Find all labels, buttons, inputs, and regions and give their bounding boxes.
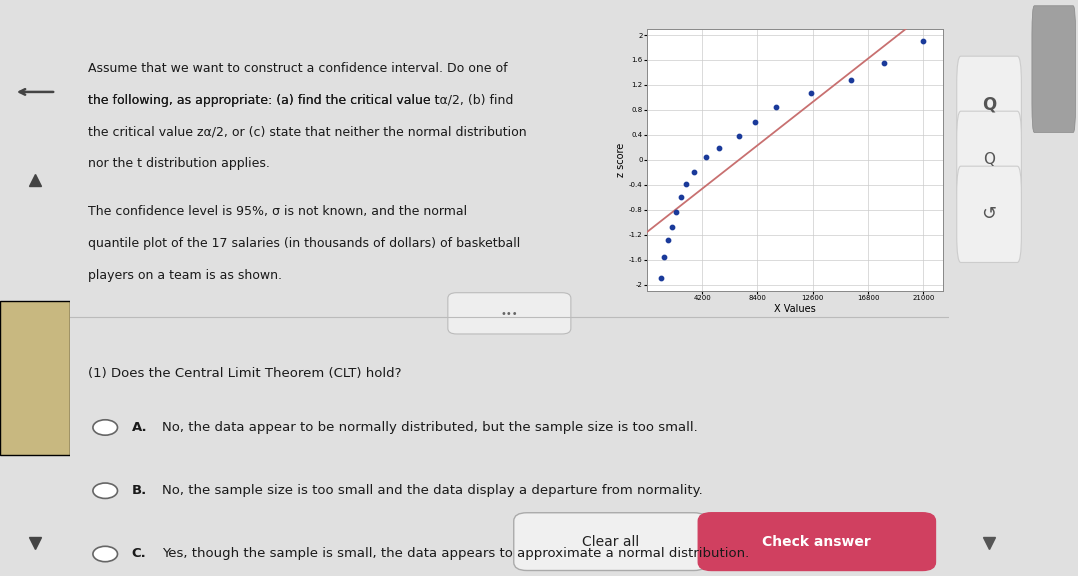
- Text: the critical value zα/2, or (c) state that neither the normal distribution: the critical value zα/2, or (c) state th…: [87, 126, 526, 138]
- Text: quantile plot of the 17 salaries (in thousands of dollars) of basketball: quantile plot of the 17 salaries (in tho…: [87, 237, 520, 250]
- Text: A.: A.: [132, 421, 148, 434]
- Text: the following, as appropriate: (a) find the critical value t: the following, as appropriate: (a) find …: [87, 93, 439, 107]
- Circle shape: [93, 546, 118, 562]
- Text: Check answer: Check answer: [762, 535, 871, 548]
- Point: [915, 37, 932, 46]
- X-axis label: X Values: X Values: [774, 304, 816, 314]
- Point: [663, 222, 680, 231]
- Text: B.: B.: [132, 484, 147, 497]
- Text: No, the sample size is too small and the data display a departure from normality: No, the sample size is too small and the…: [163, 484, 703, 497]
- FancyBboxPatch shape: [447, 293, 571, 334]
- Point: [686, 167, 703, 176]
- Point: [660, 235, 677, 244]
- Point: [697, 152, 715, 161]
- Text: The confidence level is 95%, σ is not known, and the normal: The confidence level is 95%, σ is not kn…: [87, 205, 467, 218]
- Circle shape: [93, 420, 118, 435]
- Point: [652, 274, 669, 283]
- Point: [803, 89, 820, 98]
- Point: [655, 252, 673, 261]
- Point: [731, 131, 748, 141]
- Text: Q: Q: [983, 151, 995, 166]
- Point: [673, 193, 690, 202]
- Text: Q: Q: [982, 95, 996, 113]
- FancyBboxPatch shape: [514, 513, 707, 570]
- Text: C.: C.: [132, 548, 147, 560]
- Point: [710, 143, 728, 153]
- FancyBboxPatch shape: [957, 166, 1022, 263]
- Y-axis label: z score: z score: [617, 143, 626, 177]
- Text: nor the t distribution applies.: nor the t distribution applies.: [87, 157, 270, 170]
- Point: [746, 118, 763, 127]
- Text: Clear all: Clear all: [582, 535, 639, 548]
- Text: •••: •••: [500, 309, 519, 319]
- FancyBboxPatch shape: [0, 301, 70, 455]
- Point: [768, 103, 785, 112]
- Circle shape: [93, 483, 118, 498]
- FancyBboxPatch shape: [957, 56, 1022, 153]
- Point: [667, 208, 685, 217]
- Text: No, the data appear to be normally distributed, but the sample size is too small: No, the data appear to be normally distr…: [163, 421, 699, 434]
- Text: players on a team is as shown.: players on a team is as shown.: [87, 269, 281, 282]
- Point: [875, 59, 893, 68]
- Text: Yes, though the sample is small, the data appears to approximate a normal distri: Yes, though the sample is small, the dat…: [163, 548, 749, 560]
- Text: Assume that we want to construct a confidence interval. Do one of: Assume that we want to construct a confi…: [87, 62, 508, 75]
- FancyBboxPatch shape: [957, 111, 1022, 207]
- Point: [678, 179, 695, 188]
- Text: ↺: ↺: [981, 205, 997, 223]
- Text: (1) Does the Central Limit Theorem (CLT) hold?: (1) Does the Central Limit Theorem (CLT)…: [87, 367, 401, 380]
- Point: [842, 75, 859, 85]
- FancyBboxPatch shape: [699, 513, 936, 570]
- FancyBboxPatch shape: [1032, 6, 1076, 132]
- Text: the following, as appropriate: (a) find the critical value tα/2, (b) find: the following, as appropriate: (a) find …: [87, 93, 513, 107]
